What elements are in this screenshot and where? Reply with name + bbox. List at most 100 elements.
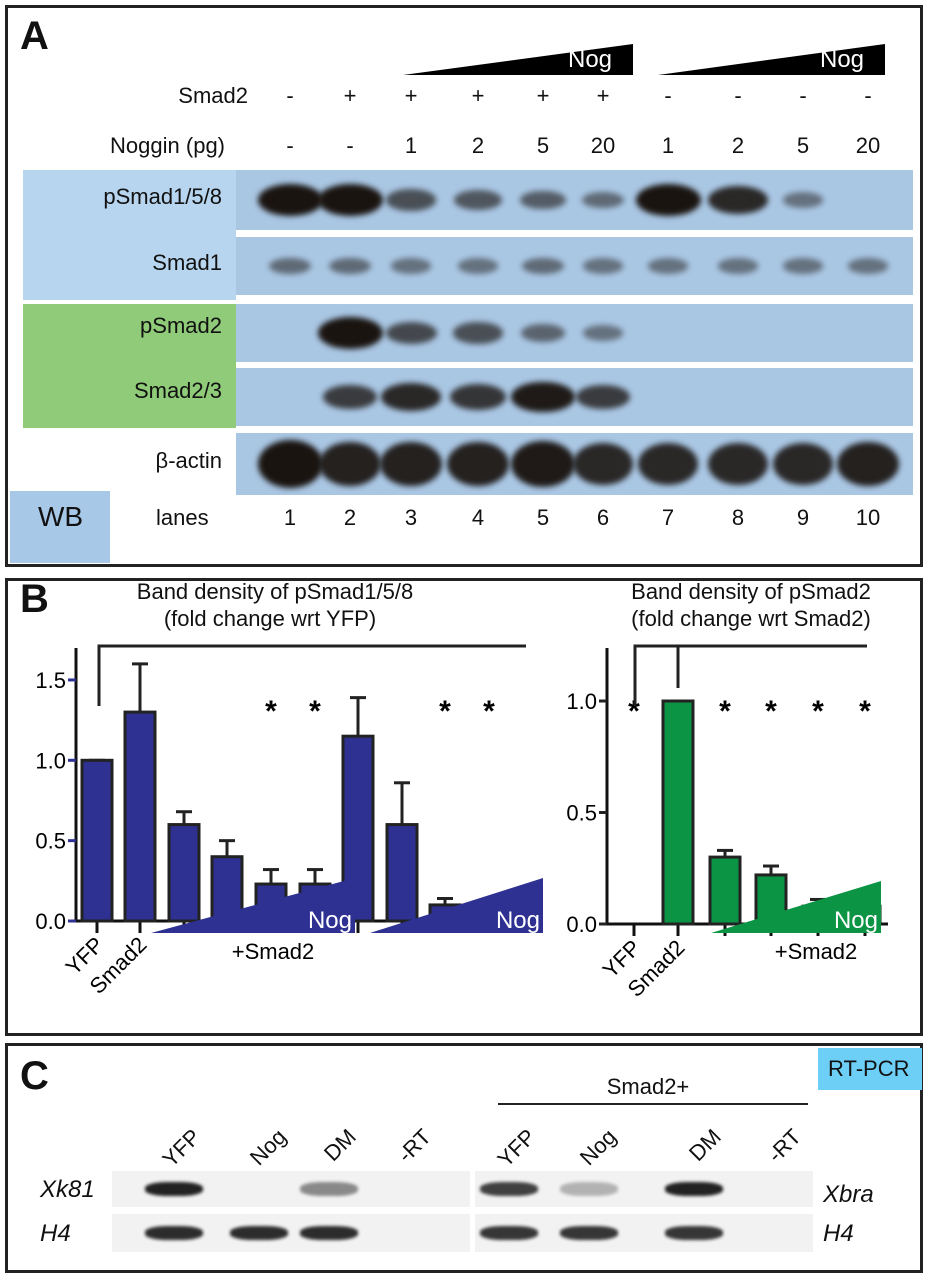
noggin-value: - [286, 133, 294, 158]
nog-triangle-2 [658, 44, 885, 75]
significance-bracket [633, 644, 867, 706]
wb-label: WB [38, 501, 84, 532]
smad2-value: + [596, 83, 610, 108]
smad2-value: - [286, 83, 294, 108]
blot-band [453, 322, 503, 344]
blot-band [520, 190, 566, 210]
gene-label-h4-left: H4 [40, 1220, 71, 1247]
blot-label: pSmad2 [140, 313, 222, 338]
bar [661, 699, 695, 926]
blot-band [521, 257, 565, 275]
chart2-title: Band density of pSmad2 [631, 579, 871, 604]
gene-label-xbra: Xbra [823, 1181, 874, 1208]
blot-band [322, 384, 378, 410]
rtpcr-label: RT-PCR [828, 1056, 910, 1081]
blot-band [638, 443, 698, 485]
lane-label: YFP [157, 1124, 206, 1172]
chart1-subtitle: (fold change wrt YFP) [163, 606, 377, 631]
smad2-group-label: +Smad2 [232, 939, 315, 964]
lane-number: 10 [855, 505, 881, 530]
noggin-value: 1 [404, 133, 418, 158]
pcr-band [560, 1226, 618, 1240]
blot-band [390, 258, 432, 274]
gel-strip [475, 1171, 813, 1207]
noggin-value: 20 [590, 133, 616, 158]
y-tick-label: 0.5 [35, 829, 66, 854]
nog-label-2: Nog [820, 46, 865, 73]
significance-star: * [812, 695, 824, 728]
lane-number: 5 [536, 505, 550, 530]
lane-label: -RT [392, 1124, 436, 1168]
blot-band [582, 325, 624, 341]
panel-c-label: C [20, 1054, 49, 1098]
noggin-value: 5 [796, 133, 810, 158]
significance-bracket [97, 644, 526, 706]
significance-star: * [265, 695, 277, 728]
lane-label: DM [683, 1124, 726, 1166]
blot-band [582, 258, 624, 274]
panel-a-label: A [20, 14, 49, 58]
pcr-band [480, 1182, 538, 1196]
blot-band [457, 258, 499, 274]
pcr-band [145, 1226, 203, 1240]
pcr-band [145, 1182, 203, 1196]
smad2-row-label: Smad2 [178, 83, 248, 108]
blot-band [717, 258, 759, 274]
lanes-label: lanes [156, 505, 209, 530]
blot-band [511, 381, 575, 413]
bar [80, 758, 114, 923]
lane-label: YFP [492, 1124, 541, 1172]
blot-band [635, 184, 701, 216]
nog-gradient-triangle [711, 881, 881, 933]
y-tick-label: 0.5 [566, 801, 597, 826]
blot-strip [236, 170, 913, 230]
nog-label: Nog [496, 907, 540, 934]
noggin-value: 2 [731, 133, 745, 158]
blot-strip [236, 368, 913, 426]
pcr-band [560, 1182, 618, 1196]
significance-star: * [483, 695, 495, 728]
lane-number: 7 [661, 505, 675, 530]
bar [385, 823, 419, 923]
blot-band [449, 384, 507, 410]
wb-box [10, 491, 110, 563]
blot-band [317, 184, 383, 216]
y-tick-label: 1.0 [35, 748, 66, 773]
blot-band [257, 440, 323, 488]
y-tick-label: 1.0 [566, 689, 597, 714]
blot-strip [236, 433, 913, 495]
smad2plus-line [498, 1103, 808, 1105]
blot-band [511, 441, 575, 487]
bar [167, 823, 201, 923]
gene-label-h4-right: H4 [823, 1220, 854, 1247]
noggin-value: - [346, 133, 354, 158]
panel-b-label: B [20, 577, 49, 621]
blot-band [447, 442, 509, 486]
blot-band [647, 258, 689, 274]
significance-star: * [309, 695, 321, 728]
pcr-band [665, 1226, 723, 1240]
blot-label: β-actin [155, 448, 222, 473]
nog-label-1: Nog [568, 46, 613, 73]
blot-band [268, 257, 312, 275]
bar [210, 855, 244, 923]
lane-label: DM [318, 1124, 361, 1166]
pcr-band [300, 1182, 358, 1196]
nog-label: Nog [834, 907, 878, 934]
gel-strip [475, 1214, 813, 1252]
blot-band [847, 258, 889, 274]
gene-label-xk81: Xk81 [40, 1176, 95, 1203]
noggin-value: 1 [661, 133, 675, 158]
blot-band [575, 384, 631, 410]
blot-band [521, 324, 565, 342]
lane-number: 8 [731, 505, 745, 530]
nog-label: Nog [308, 907, 352, 934]
pcr-band [665, 1182, 723, 1196]
bar [123, 710, 157, 923]
panel-c: C RT-PCR Smad2+ YFP Nog DM -RT YFP Nog DM -RT Xk… [5, 1043, 923, 1273]
smad2-value: - [799, 83, 807, 108]
lane-number: 1 [283, 505, 297, 530]
blot-band [381, 382, 441, 412]
nog-triangle-1 [403, 44, 633, 75]
